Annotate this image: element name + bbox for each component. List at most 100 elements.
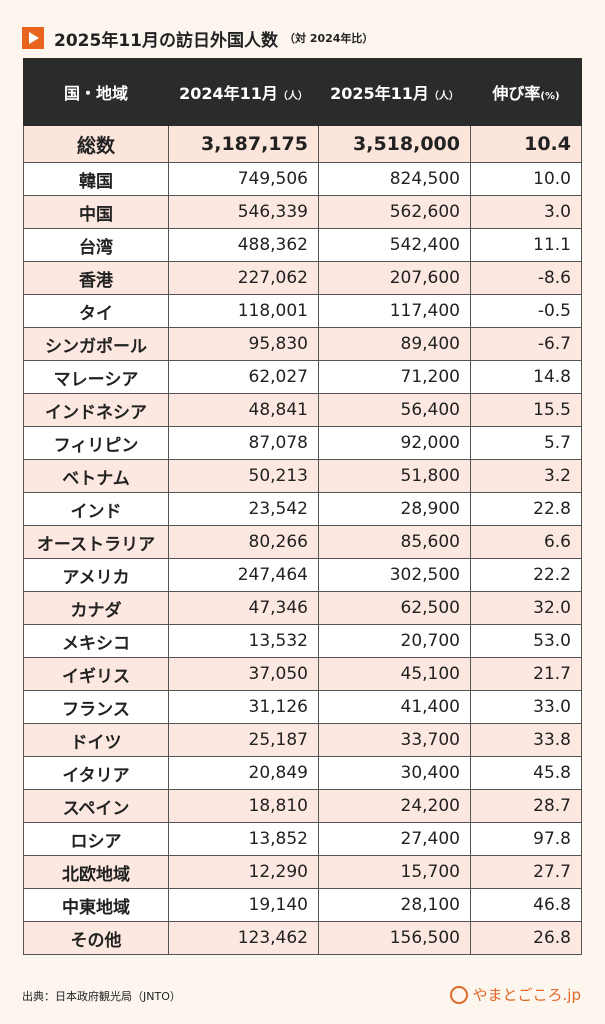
number-cell: 10.0 [470, 162, 582, 196]
number-cell: 27.7 [470, 855, 582, 889]
table-row: タイ 118,001 117,400 -0.5 [23, 294, 582, 328]
number-cell: 22.2 [470, 558, 582, 592]
title-bar: 2025年11月の訪日外国人数 （対 2024年比） [22, 24, 373, 52]
number-cell: 89,400 [318, 327, 471, 361]
number-cell: 488,362 [168, 228, 319, 262]
column-label: 国・地域 [63, 84, 128, 103]
number-cell: 15.5 [470, 393, 582, 427]
number-cell: 95,830 [168, 327, 319, 361]
country-cell: フィリピン [23, 426, 169, 460]
country-cell: ドイツ [23, 723, 169, 757]
number-cell: 30,400 [318, 756, 471, 790]
country-cell: 中東地域 [23, 888, 169, 922]
number-cell: 20,700 [318, 624, 471, 658]
number-cell: 33.8 [470, 723, 582, 757]
number-cell: 15,700 [318, 855, 471, 889]
table-row: ドイツ 25,187 33,700 33.8 [23, 723, 582, 757]
number-cell: 45.8 [470, 756, 582, 790]
title-icon [22, 27, 44, 49]
table-row: カナダ 47,346 62,500 32.0 [23, 591, 582, 625]
number-cell: 47,346 [168, 591, 319, 625]
country-cell: 香港 [23, 261, 169, 295]
table-row: シンガポール 95,830 89,400 -6.7 [23, 327, 582, 361]
table-row: イタリア 20,849 30,400 45.8 [23, 756, 582, 790]
country-cell: その他 [23, 921, 169, 955]
number-cell: 3,518,000 [318, 125, 471, 163]
number-cell: 28,100 [318, 888, 471, 922]
number-cell: 45,100 [318, 657, 471, 691]
number-cell: 13,852 [168, 822, 319, 856]
number-cell: 207,600 [318, 261, 471, 295]
number-cell: 32.0 [470, 591, 582, 625]
number-cell: 227,062 [168, 261, 319, 295]
table-row: インド 23,542 28,900 22.8 [23, 492, 582, 526]
column-unit: （人） [277, 91, 308, 102]
table-row: その他 123,462 156,500 26.8 [23, 921, 582, 955]
number-cell: 37,050 [168, 657, 319, 691]
number-cell: 10.4 [470, 125, 582, 163]
column-header: 2024年11月（人） [168, 58, 319, 126]
table-row: マレーシア 62,027 71,200 14.8 [23, 360, 582, 394]
column-header: 伸び率(%) [470, 58, 582, 126]
logo-text: やまとごころ.jp [472, 986, 581, 1004]
table-row: スペイン 18,810 24,200 28.7 [23, 789, 582, 823]
number-cell: 546,339 [168, 195, 319, 229]
number-cell: 117,400 [318, 294, 471, 328]
table-row: フィリピン 87,078 92,000 5.7 [23, 426, 582, 460]
column-header: 2025年11月（人） [318, 58, 471, 126]
number-cell: 97.8 [470, 822, 582, 856]
number-cell: 33,700 [318, 723, 471, 757]
country-cell: インド [23, 492, 169, 526]
column-label: 2024年11月 [179, 84, 278, 103]
number-cell: -8.6 [470, 261, 582, 295]
number-cell: 85,600 [318, 525, 471, 559]
number-cell: 18,810 [168, 789, 319, 823]
number-cell: 824,500 [318, 162, 471, 196]
number-cell: 14.8 [470, 360, 582, 394]
number-cell: 11.1 [470, 228, 582, 262]
number-cell: 28.7 [470, 789, 582, 823]
country-cell: シンガポール [23, 327, 169, 361]
number-cell: 5.7 [470, 426, 582, 460]
table-row: 韓国 749,506 824,500 10.0 [23, 162, 582, 196]
number-cell: -6.7 [470, 327, 582, 361]
country-cell: タイ [23, 294, 169, 328]
country-cell: インドネシア [23, 393, 169, 427]
column-label: 2025年11月 [330, 84, 429, 103]
number-cell: 26.8 [470, 921, 582, 955]
number-cell: 27,400 [318, 822, 471, 856]
number-cell: 13,532 [168, 624, 319, 658]
title: 2025年11月の訪日外国人数 [54, 30, 278, 51]
table-row: 中国 546,339 562,600 3.0 [23, 195, 582, 229]
country-cell: カナダ [23, 591, 169, 625]
country-cell: 韓国 [23, 162, 169, 196]
table-row: アメリカ 247,464 302,500 22.2 [23, 558, 582, 592]
country-cell: オーストラリア [23, 525, 169, 559]
table-row: フランス 31,126 41,400 33.0 [23, 690, 582, 724]
number-cell: -0.5 [470, 294, 582, 328]
number-cell: 46.8 [470, 888, 582, 922]
country-cell: 北欧地域 [23, 855, 169, 889]
number-cell: 22.8 [470, 492, 582, 526]
country-cell: 総数 [23, 125, 169, 163]
table-row: 北欧地域 12,290 15,700 27.7 [23, 855, 582, 889]
number-cell: 33.0 [470, 690, 582, 724]
number-cell: 25,187 [168, 723, 319, 757]
country-cell: イギリス [23, 657, 169, 691]
number-cell: 62,027 [168, 360, 319, 394]
table-row: インドネシア 48,841 56,400 15.5 [23, 393, 582, 427]
number-cell: 19,140 [168, 888, 319, 922]
country-cell: ベトナム [23, 459, 169, 493]
number-cell: 87,078 [168, 426, 319, 460]
number-cell: 62,500 [318, 591, 471, 625]
number-cell: 12,290 [168, 855, 319, 889]
column-label: 伸び率 [492, 84, 541, 103]
table-row: ベトナム 50,213 51,800 3.2 [23, 459, 582, 493]
number-cell: 562,600 [318, 195, 471, 229]
table-row: 香港 227,062 207,600 -8.6 [23, 261, 582, 295]
number-cell: 41,400 [318, 690, 471, 724]
number-cell: 542,400 [318, 228, 471, 262]
number-cell: 247,464 [168, 558, 319, 592]
number-cell: 51,800 [318, 459, 471, 493]
number-cell: 156,500 [318, 921, 471, 955]
